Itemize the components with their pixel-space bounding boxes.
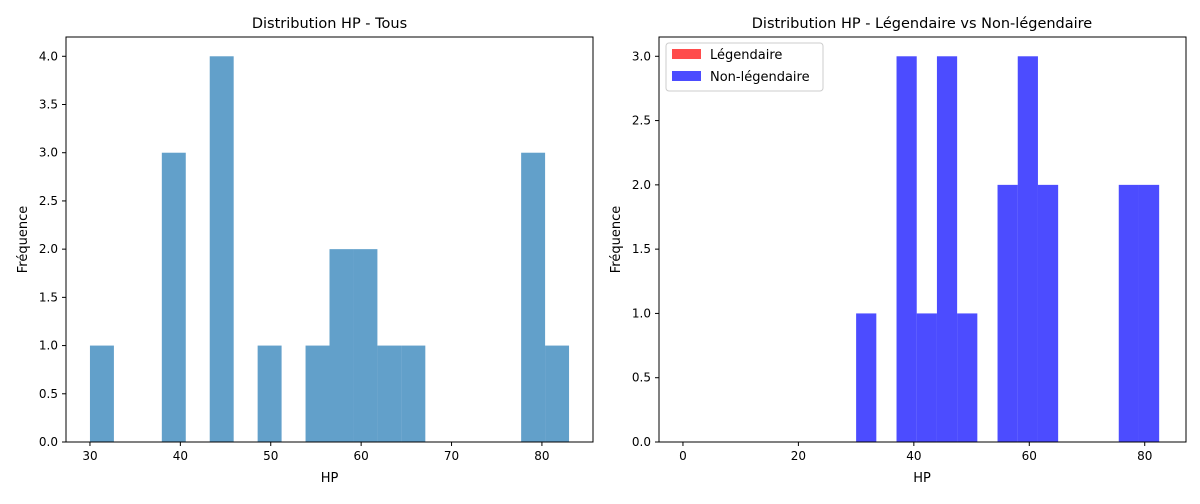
x-tick-label: 60 [1022, 449, 1037, 463]
y-tick-label: 1.5 [632, 242, 651, 256]
x-tick-label: 70 [444, 449, 459, 463]
histogram-bar [89, 345, 114, 442]
histogram-bar [401, 345, 426, 442]
y-tick-label: 4.0 [39, 49, 58, 63]
legend-swatch-non-legendary [672, 71, 701, 81]
histogram-bar [353, 249, 378, 442]
histogram-bar [936, 56, 958, 443]
histogram-bar [257, 345, 282, 442]
x-tick-label: 80 [534, 449, 549, 463]
histogram-bar [1037, 184, 1059, 442]
histogram-bar [161, 152, 186, 442]
y-tick-label: 1.0 [39, 339, 58, 353]
histogram-bar [377, 345, 402, 442]
bars-group [856, 56, 1160, 443]
legend: Légendaire Non-légendaire [665, 42, 824, 92]
y-tick-label: 3.0 [632, 49, 651, 63]
y-axis-label: Fréquence [16, 206, 31, 273]
x-tick-label: 50 [263, 449, 278, 463]
histogram-bar [1017, 56, 1038, 443]
x-ticks: 30 40 50 60 70 80 [82, 442, 550, 463]
plot-frame [658, 36, 1187, 443]
histogram-all: Distribution HP - Tous 30 40 50 60 70 80 0.00… [16, 16, 594, 486]
plot-frame [65, 36, 594, 443]
histogram-bar [896, 56, 917, 443]
histogram-bar [1118, 184, 1139, 442]
x-axis-label: HP [913, 471, 931, 486]
y-tick-label: 3.5 [39, 98, 58, 112]
x-ticks: 0 20 40 60 80 [679, 442, 1152, 463]
x-tick-label: 40 [906, 449, 921, 463]
histogram-bar [521, 152, 546, 442]
histogram-bar [856, 313, 877, 442]
y-tick-label: 0.0 [632, 435, 651, 449]
legend-label-legendary: Légendaire [710, 48, 782, 63]
chart-title: Distribution HP - Tous [252, 16, 407, 32]
x-tick-label: 80 [1137, 449, 1152, 463]
y-ticks: 0.0 0.5 1.0 1.5 2.0 2.5 3.0 3.5 4.0 [39, 49, 66, 449]
histogram-bar [209, 56, 234, 443]
x-tick-label: 40 [173, 449, 188, 463]
y-tick-label: 3.0 [39, 146, 58, 160]
y-tick-label: 0.5 [39, 387, 58, 401]
x-tick-label: 20 [791, 449, 806, 463]
y-tick-label: 2.5 [39, 194, 58, 208]
histogram-bar [329, 249, 354, 442]
x-tick-label: 60 [353, 449, 368, 463]
x-tick-label: 0 [679, 449, 687, 463]
y-tick-label: 2.5 [632, 114, 651, 128]
chart-title: Distribution HP - Légendaire vs Non-lége… [752, 16, 1093, 32]
histogram-bar [916, 313, 937, 442]
bars-group [89, 56, 570, 443]
y-axis-label: Fréquence [609, 206, 624, 273]
histogram-bar [1138, 184, 1160, 442]
y-tick-label: 1.5 [39, 290, 58, 304]
y-tick-label: 2.0 [39, 242, 58, 256]
x-axis-label: HP [321, 471, 339, 486]
y-ticks: 0.0 0.5 1.0 1.5 2.0 2.5 3.0 [632, 49, 659, 449]
y-tick-label: 0.5 [632, 371, 651, 385]
histogram-legendary-vs-non-legendary: Distribution HP - Légendaire vs Non-lége… [609, 16, 1187, 486]
histogram-bar [305, 345, 330, 442]
histogram-bar [545, 345, 570, 442]
y-tick-label: 0.0 [39, 435, 58, 449]
histogram-bar [957, 313, 978, 442]
legend-box [665, 42, 824, 92]
histogram-bar [997, 184, 1018, 442]
y-tick-label: 1.0 [632, 306, 651, 320]
legend-label-non-legendary: Non-légendaire [710, 70, 810, 85]
legend-swatch-legendary [672, 49, 701, 59]
x-tick-label: 30 [82, 449, 97, 463]
y-tick-label: 2.0 [632, 178, 651, 192]
